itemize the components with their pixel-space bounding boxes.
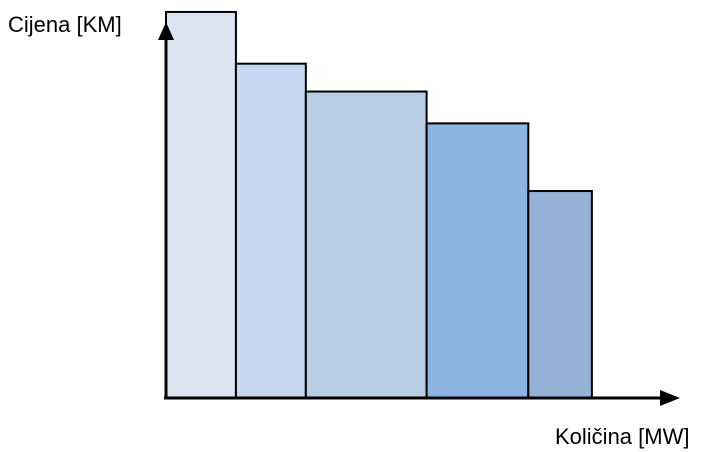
bars-group [165, 10, 593, 400]
bar-4 [425, 122, 530, 399]
y-axis-label: Cijena [KM] [8, 12, 122, 37]
x-axis-label: Količina [MW] [555, 424, 689, 449]
bar-1 [165, 10, 237, 399]
y-axis-arrow-icon [158, 22, 174, 40]
bar-5 [527, 190, 593, 399]
x-axis-arrow-icon [660, 390, 680, 406]
bar-3 [304, 90, 428, 399]
bar-2 [234, 62, 307, 400]
